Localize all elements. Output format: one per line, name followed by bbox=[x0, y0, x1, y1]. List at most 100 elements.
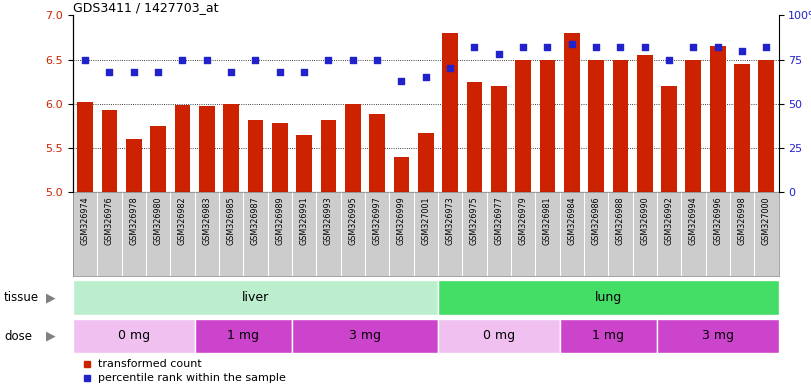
Text: GSM326979: GSM326979 bbox=[518, 196, 528, 245]
Point bbox=[736, 48, 749, 54]
Bar bbox=[345, 104, 361, 192]
Text: tissue: tissue bbox=[4, 291, 39, 304]
Point bbox=[249, 56, 262, 63]
Bar bbox=[710, 46, 726, 192]
Bar bbox=[101, 110, 118, 192]
Point bbox=[127, 69, 140, 75]
Bar bbox=[515, 60, 531, 192]
Bar bbox=[150, 126, 166, 192]
Point bbox=[663, 56, 676, 63]
Bar bbox=[199, 106, 215, 192]
Bar bbox=[369, 114, 385, 192]
Point bbox=[711, 44, 724, 50]
Text: GSM326992: GSM326992 bbox=[664, 196, 674, 245]
Bar bbox=[296, 135, 312, 192]
Text: dose: dose bbox=[4, 329, 32, 343]
Bar bbox=[195, 319, 292, 353]
Text: GSM326974: GSM326974 bbox=[80, 196, 90, 245]
Text: GSM326984: GSM326984 bbox=[567, 196, 577, 245]
Point bbox=[492, 51, 505, 57]
Point bbox=[200, 56, 213, 63]
Bar bbox=[438, 319, 560, 353]
Bar bbox=[77, 102, 93, 192]
Point bbox=[760, 44, 773, 50]
Point bbox=[541, 44, 554, 50]
Text: GSM326976: GSM326976 bbox=[105, 196, 114, 245]
Text: ▶: ▶ bbox=[45, 329, 55, 343]
Bar bbox=[466, 82, 483, 192]
Text: GSM326977: GSM326977 bbox=[494, 196, 504, 245]
Point bbox=[103, 69, 116, 75]
Text: 1 mg: 1 mg bbox=[227, 329, 260, 343]
Text: GSM326999: GSM326999 bbox=[397, 196, 406, 245]
Bar bbox=[320, 119, 337, 192]
Point bbox=[444, 65, 457, 71]
Bar bbox=[560, 319, 657, 353]
Text: percentile rank within the sample: percentile rank within the sample bbox=[97, 373, 285, 383]
Text: 3 mg: 3 mg bbox=[702, 329, 734, 343]
Bar bbox=[657, 319, 779, 353]
Text: GSM326981: GSM326981 bbox=[543, 196, 552, 245]
Text: lung: lung bbox=[594, 291, 622, 304]
Text: GSM326995: GSM326995 bbox=[348, 196, 358, 245]
Text: GSM326975: GSM326975 bbox=[470, 196, 479, 245]
Text: GSM326983: GSM326983 bbox=[202, 196, 212, 245]
Text: GSM327001: GSM327001 bbox=[421, 196, 431, 245]
Bar bbox=[292, 319, 438, 353]
Text: 1 mg: 1 mg bbox=[592, 329, 624, 343]
Bar bbox=[272, 123, 288, 192]
Bar bbox=[393, 157, 410, 192]
Point bbox=[322, 56, 335, 63]
Point bbox=[371, 56, 384, 63]
Text: GDS3411 / 1427703_at: GDS3411 / 1427703_at bbox=[73, 1, 218, 14]
Text: GSM326998: GSM326998 bbox=[737, 196, 747, 245]
Bar bbox=[539, 60, 556, 192]
Point bbox=[614, 44, 627, 50]
Point bbox=[298, 69, 311, 75]
Bar bbox=[73, 319, 195, 353]
Bar bbox=[491, 86, 507, 192]
Point bbox=[176, 56, 189, 63]
Point bbox=[152, 69, 165, 75]
Text: GSM326980: GSM326980 bbox=[153, 196, 163, 245]
Text: GSM326989: GSM326989 bbox=[275, 196, 285, 245]
Text: GSM326985: GSM326985 bbox=[226, 196, 236, 245]
Text: GSM326991: GSM326991 bbox=[299, 196, 309, 245]
Bar bbox=[442, 33, 458, 192]
Text: GSM326994: GSM326994 bbox=[689, 196, 698, 245]
Text: liver: liver bbox=[242, 291, 269, 304]
Bar bbox=[637, 55, 653, 192]
Text: GSM326993: GSM326993 bbox=[324, 196, 333, 245]
Point bbox=[395, 78, 408, 84]
Point bbox=[346, 56, 359, 63]
Text: GSM326987: GSM326987 bbox=[251, 196, 260, 245]
Text: GSM326990: GSM326990 bbox=[640, 196, 650, 245]
Point bbox=[79, 56, 92, 63]
Text: GSM326986: GSM326986 bbox=[591, 196, 601, 245]
Bar bbox=[247, 119, 264, 192]
Bar bbox=[612, 60, 629, 192]
Text: GSM326997: GSM326997 bbox=[372, 196, 382, 245]
Text: GSM326996: GSM326996 bbox=[713, 196, 723, 245]
Bar bbox=[564, 33, 580, 192]
Bar bbox=[661, 86, 677, 192]
Bar bbox=[734, 64, 750, 192]
Bar bbox=[438, 280, 779, 315]
Text: transformed count: transformed count bbox=[97, 359, 201, 369]
Text: 0 mg: 0 mg bbox=[118, 329, 150, 343]
Point bbox=[468, 44, 481, 50]
Point bbox=[590, 44, 603, 50]
Text: 0 mg: 0 mg bbox=[483, 329, 515, 343]
Bar bbox=[174, 106, 191, 192]
Point bbox=[517, 44, 530, 50]
Bar bbox=[126, 139, 142, 192]
Bar bbox=[588, 60, 604, 192]
Point bbox=[225, 69, 238, 75]
Text: GSM326982: GSM326982 bbox=[178, 196, 187, 245]
Text: GSM326973: GSM326973 bbox=[445, 196, 455, 245]
Bar bbox=[758, 60, 775, 192]
Point bbox=[687, 44, 700, 50]
Text: GSM326978: GSM326978 bbox=[129, 196, 139, 245]
Text: GSM326988: GSM326988 bbox=[616, 196, 625, 245]
Bar bbox=[685, 60, 702, 192]
